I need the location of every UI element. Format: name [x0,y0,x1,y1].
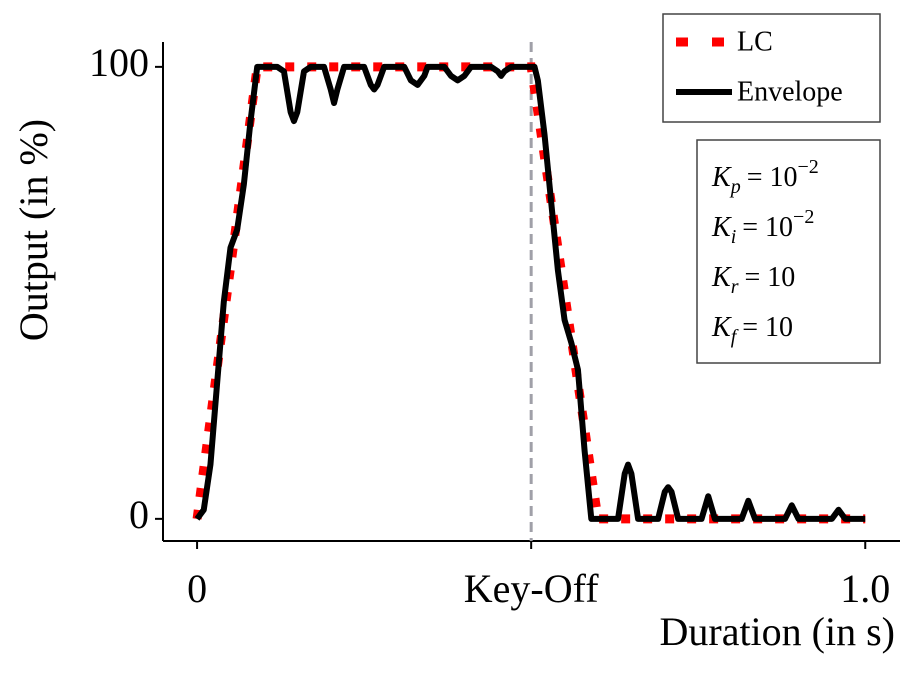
parameter-exp: −2 [793,206,814,228]
x-axis-label: Duration (in s) [659,609,895,654]
legend-label: Envelope [737,76,843,107]
y-tick-label: 0 [129,492,149,537]
parameter-var: K [711,212,732,243]
parameter-var: K [711,262,732,293]
parameter-sub: f [731,326,739,348]
parameter-exp: −2 [797,156,818,178]
parameter-sub: p [729,176,741,198]
legend-label: LC [737,26,773,57]
legend-box [662,13,881,123]
parameter-rhs: = 10 [742,312,793,343]
parameter-sub: i [731,226,737,248]
parameter-sub: r [731,276,739,298]
y-axis-label: Output (in %) [11,119,56,341]
parameter-rhs: = 10 [747,162,798,193]
x-tick-label: 0 [187,566,207,611]
parameter-var: K [711,312,732,343]
parameter-label: Kp = 10−2 [711,156,819,198]
parameter-label: Kf = 10 [711,312,793,347]
y-tick-label: 100 [89,40,149,85]
parameter-rhs: = 10 [744,262,795,293]
parameter-rhs: = 10 [742,212,793,243]
series-line [194,63,866,522]
parameter-var: K [711,162,732,193]
x-tick-label: Key-Off [464,566,599,611]
parameter-label: Kr = 10 [711,262,795,297]
x-tick-label: 1.0 [840,566,890,611]
legend: LC Envelope [662,13,881,123]
parameter-label: Ki = 10−2 [711,206,814,248]
parameter-frame [696,139,881,364]
